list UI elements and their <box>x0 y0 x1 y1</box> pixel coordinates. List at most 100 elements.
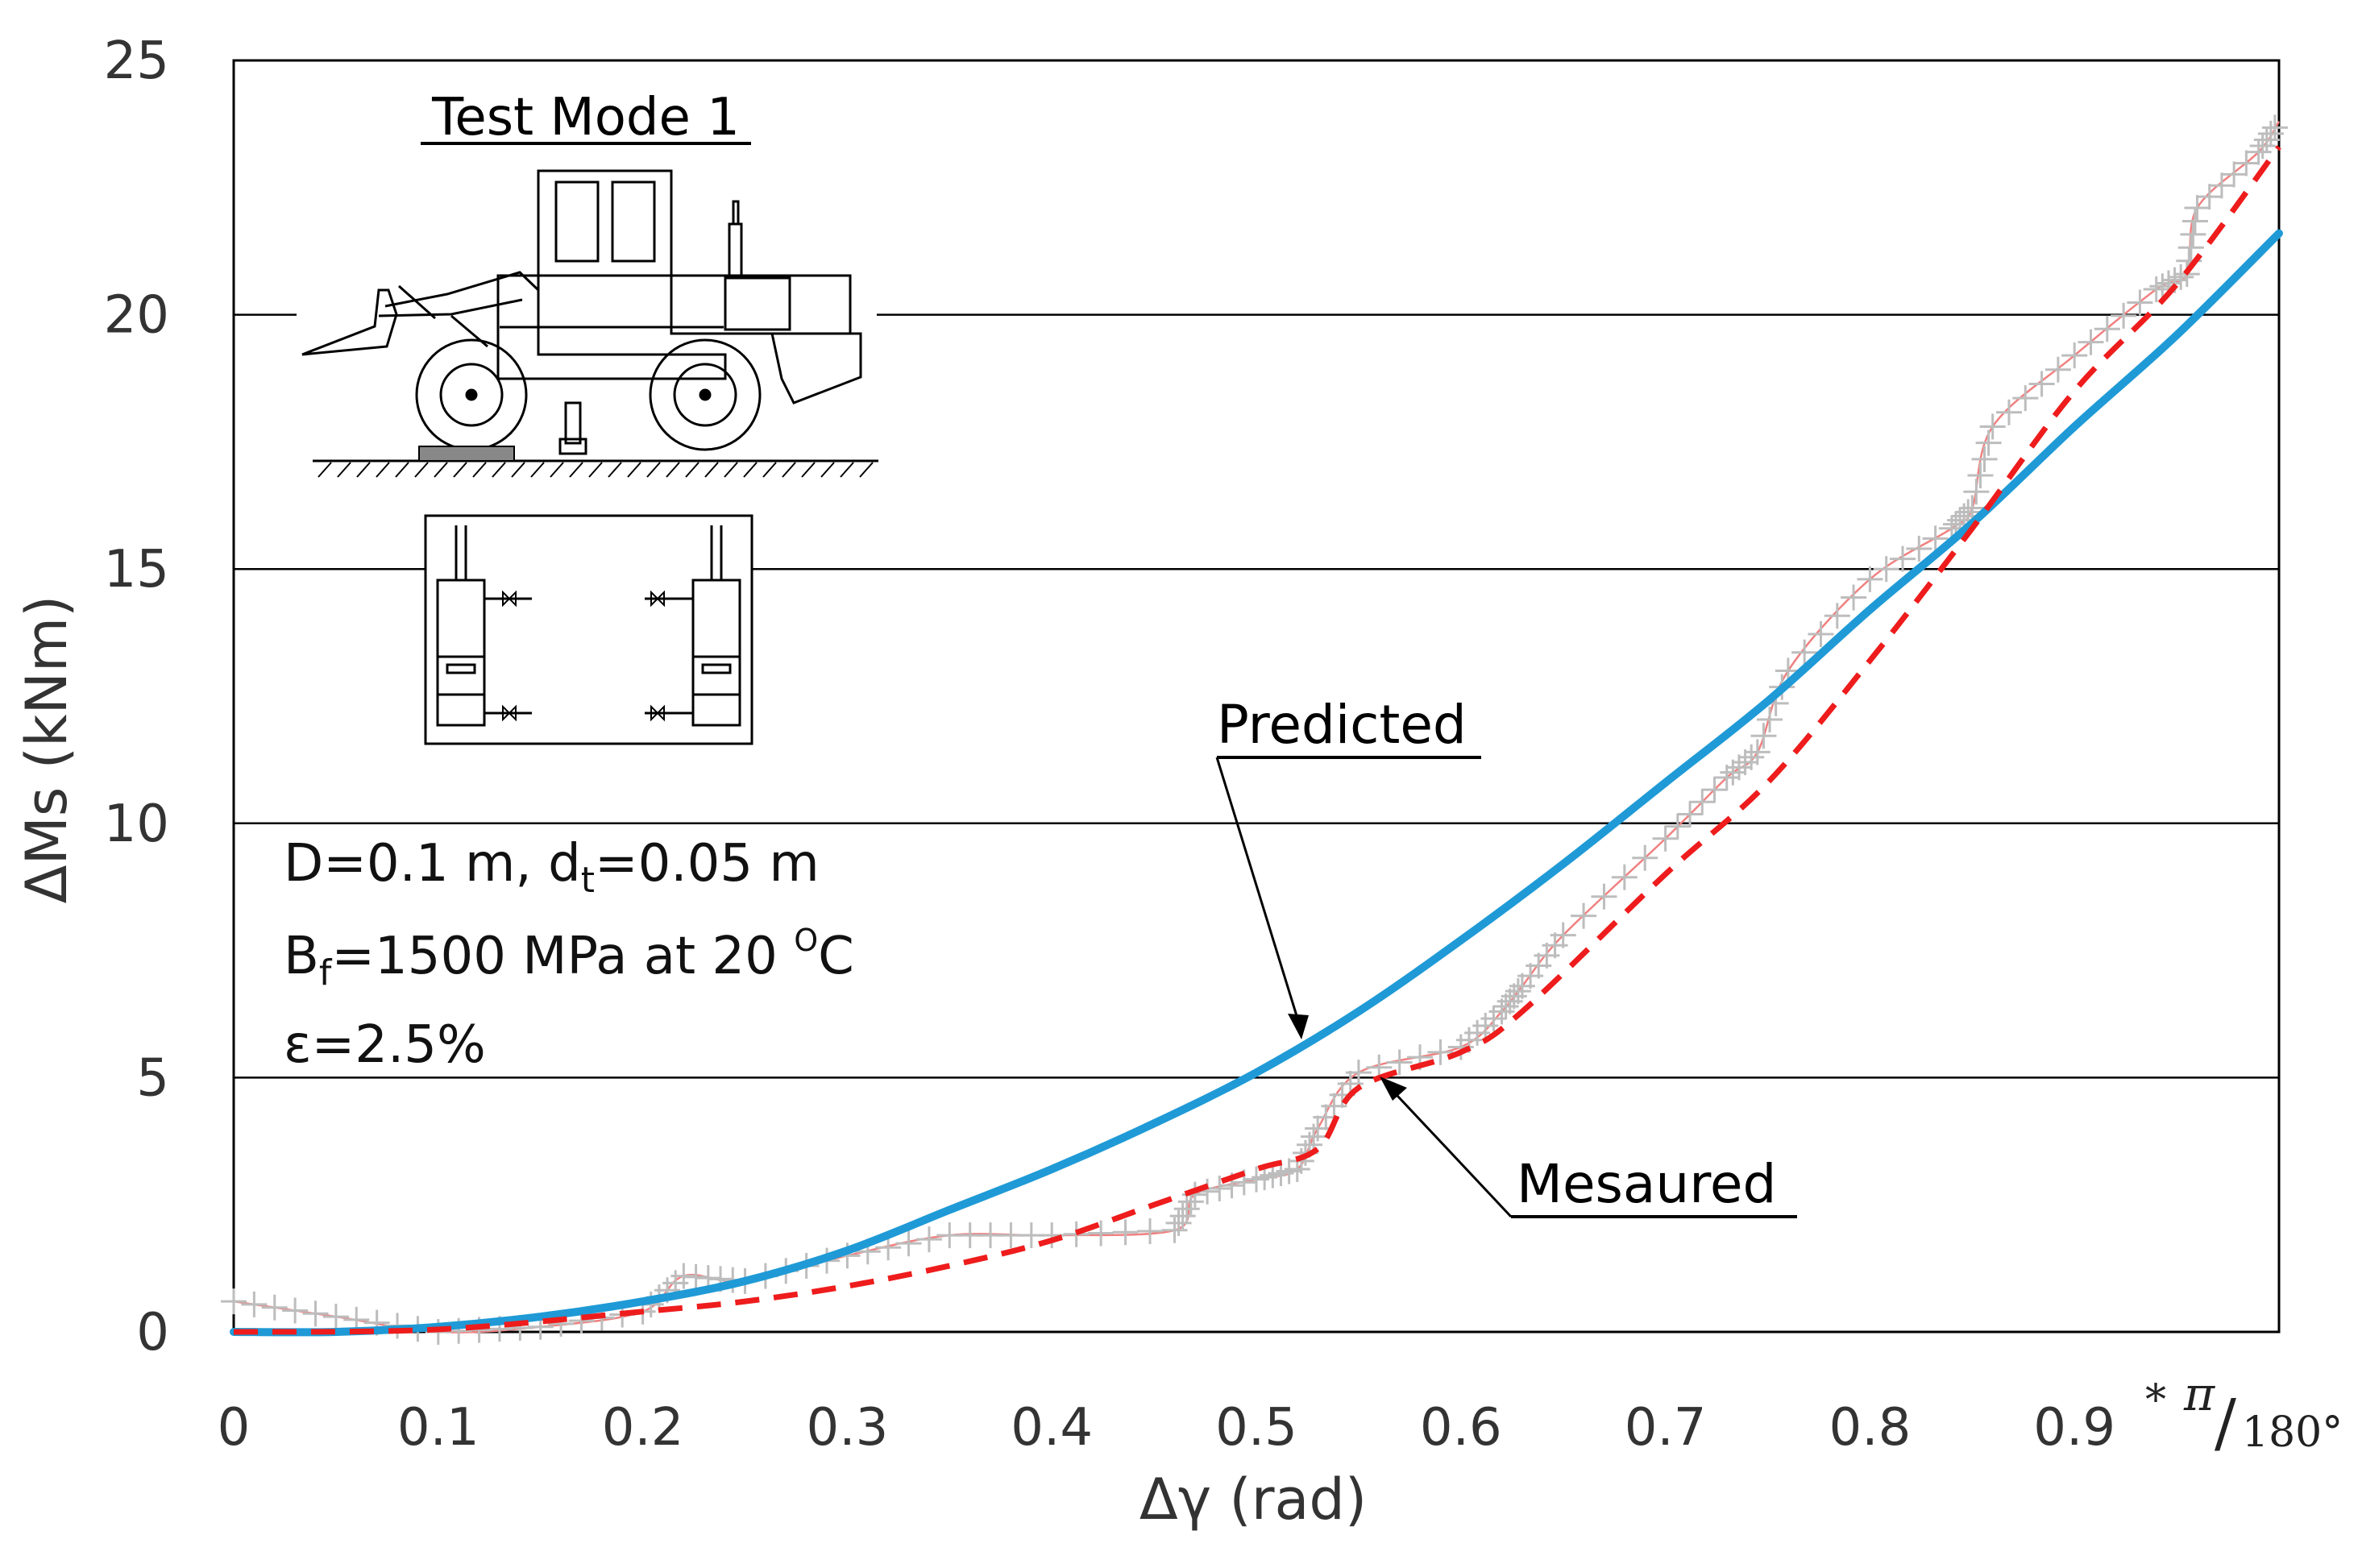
predicted-series-line <box>230 229 2283 1337</box>
raw-marker <box>1632 844 1658 871</box>
raw-marker <box>1744 739 1770 765</box>
raw-marker <box>1890 545 1916 572</box>
x-tick-label: 0.5 <box>1215 1398 1297 1458</box>
raw-marker <box>1677 801 1704 828</box>
raw-marker <box>1873 556 1899 583</box>
raw-marker <box>1959 495 1986 521</box>
raw-marker <box>1979 413 2006 440</box>
raw-marker <box>915 1226 942 1253</box>
raw-marker <box>1386 1049 1413 1076</box>
raw-marker <box>1750 723 1777 749</box>
plot-frame <box>232 59 2281 1334</box>
raw-marker <box>1791 639 1818 666</box>
raw-data-layer <box>221 114 2288 1345</box>
raw-marker <box>1824 603 1850 629</box>
raw-marker <box>241 1291 268 1317</box>
measured-label: Mesaured <box>1517 1153 1776 1215</box>
raw-marker <box>1995 399 2022 425</box>
raw-marker <box>1906 535 1932 562</box>
raw-marker <box>2184 195 2210 222</box>
raw-marker <box>2177 234 2204 261</box>
x-tick-label: 0.6 <box>1420 1398 1502 1458</box>
x-tick-label: 0.8 <box>1829 1398 1912 1458</box>
raw-marker <box>1841 584 1867 611</box>
measured-leader <box>1384 1082 1513 1218</box>
predicted-annotation: Predicted <box>1215 694 1481 1039</box>
raw-marker <box>1808 620 1834 647</box>
raw-marker <box>1137 1218 1164 1245</box>
x-axis-title: Δγ (rad) <box>1139 1466 1367 1533</box>
predicted-arrowhead <box>1288 1014 1309 1039</box>
raw-marker <box>1206 1176 1233 1202</box>
x-axis-ticks: 0 0.1 0.2 0.3 0.4 0.5 0.6 0.7 0.8 0.9 <box>218 1398 2115 1458</box>
x-tick-label: 0.1 <box>397 1398 479 1458</box>
predicted-label: Predicted <box>1217 694 1467 756</box>
ground-hatching <box>313 446 878 478</box>
raw-marker <box>1757 707 1783 733</box>
raw-marker <box>2168 263 2194 290</box>
raw-marker <box>322 1304 349 1330</box>
loader-illustration: Test Mode 1 <box>297 77 878 528</box>
hydraulic-schematic <box>424 514 753 745</box>
raw-marker <box>1088 1220 1115 1247</box>
x-tick-label: 0.7 <box>1625 1398 1707 1458</box>
raw-marker <box>2181 208 2208 234</box>
x-tick-label: 0.9 <box>2033 1398 2115 1458</box>
raw-marker <box>1611 864 1638 890</box>
y-tick-label: 25 <box>104 31 169 91</box>
x-tick-label: 0.4 <box>1011 1398 1093 1458</box>
raw-marker <box>302 1300 329 1327</box>
raw-marker <box>2078 329 2104 355</box>
predicted-leader <box>1215 757 1303 1032</box>
raw-marker <box>1713 764 1740 790</box>
unit-slash: / <box>2215 1385 2236 1460</box>
y-tick-label: 0 <box>136 1303 169 1363</box>
parameter-line-3: ε=2.5% <box>284 1015 486 1075</box>
raw-marker <box>1701 777 1728 803</box>
y-tick-label: 15 <box>104 540 169 599</box>
y-tick-label: 20 <box>104 286 169 346</box>
raw-marker <box>1165 1209 1192 1236</box>
unit-denominator: 180° <box>2242 1408 2343 1457</box>
raw-marker <box>1738 744 1765 770</box>
raw-marker <box>895 1230 922 1257</box>
raw-marker <box>1971 446 1998 472</box>
raw-marker <box>1427 1039 1454 1065</box>
raw-marker <box>1173 1196 1200 1222</box>
raw-marker <box>2208 172 2235 199</box>
raw-marker <box>1975 429 2002 456</box>
raw-marker <box>2261 114 2288 141</box>
unit-pi: π <box>2183 1367 2215 1421</box>
raw-marker <box>2149 273 2176 300</box>
x-tick-label: 0 <box>218 1398 251 1458</box>
raw-marker <box>2180 221 2206 247</box>
raw-marker <box>2257 120 2284 147</box>
raw-marker <box>1955 499 1982 525</box>
raw-marker <box>2012 385 2039 412</box>
measured-arrowhead <box>1380 1076 1407 1101</box>
raw-marker <box>282 1297 309 1324</box>
measured-annotation: Mesaured <box>1380 1076 1797 1218</box>
raw-marker <box>2044 356 2071 383</box>
raw-marker <box>2233 150 2260 176</box>
loader-icon <box>301 169 862 455</box>
raw-marker <box>1505 978 1531 1005</box>
raw-marker <box>1963 479 1990 505</box>
x-tick-label: 0.3 <box>807 1398 889 1458</box>
support-pad <box>418 446 515 462</box>
x-unit-note: * π / 180° <box>2145 1367 2343 1460</box>
parameter-line-2: Bf=1500 MPa at 20 OC <box>284 923 854 993</box>
raw-marker <box>1112 1219 1139 1246</box>
x-tick-label: 0.2 <box>602 1398 684 1458</box>
raw-marker <box>1161 1217 1188 1243</box>
raw-marker <box>1689 789 1716 815</box>
y-axis-ticks: 0 5 10 15 20 25 <box>104 31 169 1363</box>
raw-marker <box>2127 289 2153 316</box>
raw-marker <box>2111 302 2137 329</box>
raw-marker <box>1732 749 1758 776</box>
raw-marker <box>1550 922 1576 948</box>
raw-marker <box>2094 316 2120 342</box>
y-tick-label: 5 <box>136 1048 169 1108</box>
raw-marker <box>2028 371 2055 397</box>
parameter-block: D=0.1 m, dt=0.05 m Bf=1500 MPa at 20 OC … <box>284 834 854 1075</box>
